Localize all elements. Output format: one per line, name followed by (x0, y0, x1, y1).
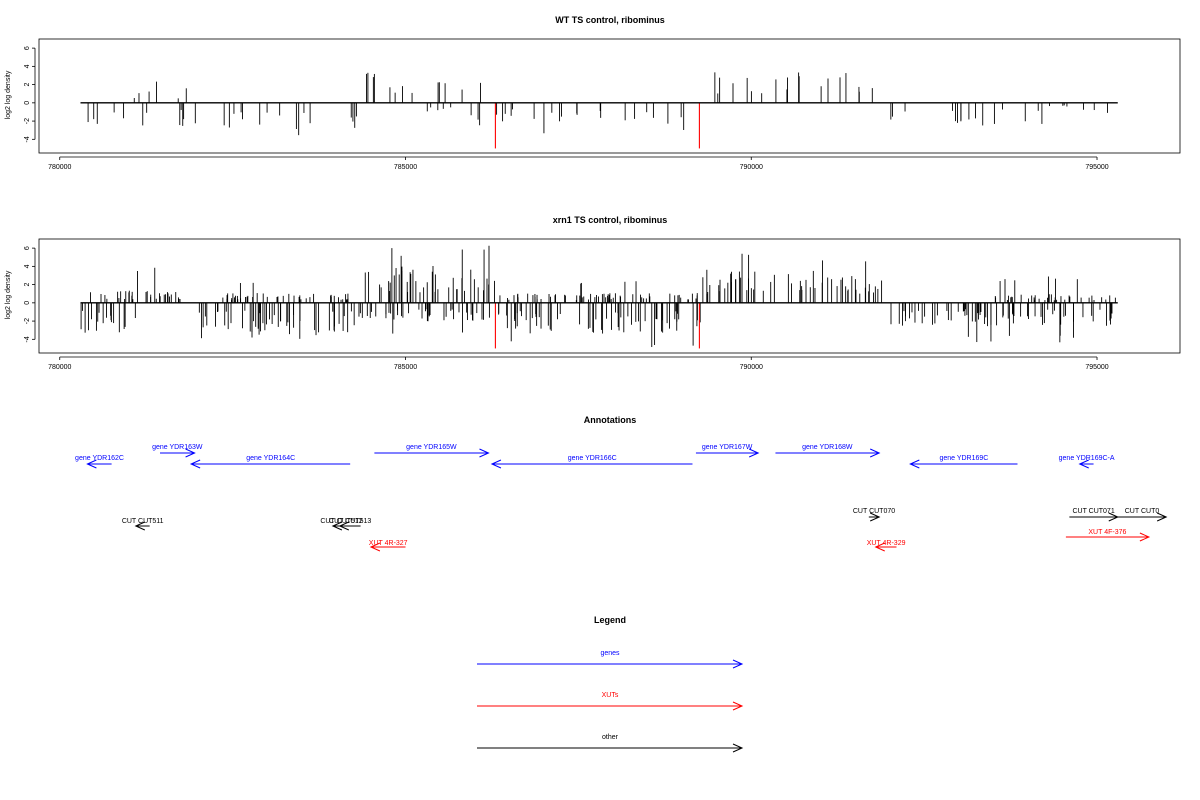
wt-y-axis: -4 -2 0 2 4 6 (24, 46, 36, 142)
xrn1-bars (80, 245, 1116, 348)
feature-label: gene YDR169C (939, 455, 988, 462)
xrn1-plot-frame (38, 238, 1181, 354)
feature-label: gene YDR167W (702, 444, 753, 451)
xrn1-y-axis: -4 -2 0 2 4 6 (24, 246, 36, 342)
feature-cut-cut513: CUT CUT513 (329, 518, 371, 531)
wt-bars (87, 72, 1108, 136)
feature-gene-ydr169c-a: gene YDR169C-A (1059, 455, 1115, 469)
legend-items: genes XUTs other (477, 650, 744, 753)
feature-cut-cut070: CUT CUT070 (853, 508, 895, 522)
xrn1-y-tick-label: 0 (24, 301, 31, 305)
xrn1-y-tick-label: 4 (24, 264, 31, 268)
feature-label: gene YDR168W (802, 444, 853, 451)
feature-gene-ydr168w: gene YDR168W (775, 444, 881, 458)
wt-y-axis-label: log2 log density (5, 70, 12, 119)
xrn1-y-tick-label: -2 (24, 318, 31, 324)
xrn1-signal-panel: xrn1 TS control, ribominus log2 log dens… (5, 215, 1181, 371)
feature-cut-cut0: CUT CUT0 (1117, 508, 1168, 522)
legend-title: Legend (594, 615, 626, 625)
feature-label: gene YDR163W (152, 444, 203, 451)
legend-item-label: other (602, 734, 619, 741)
annotations-title: Annotations (584, 415, 637, 425)
xrn1-panel-title: xrn1 TS control, ribominus (553, 215, 668, 225)
xrn1-x-tick-label: 780000 (48, 364, 71, 371)
xrn1-x-tick-label: 795000 (1085, 364, 1108, 371)
feature-gene-ydr167w: gene YDR167W (695, 444, 760, 458)
xrn1-x-tick-label: 790000 (740, 364, 763, 371)
feature-label: gene YDR162C (75, 455, 124, 462)
feature-gene-ydr162c: gene YDR162C (75, 455, 124, 469)
feature-gene-ydr165w: gene YDR165W (374, 444, 490, 458)
feature-label: XUT 4F-376 (1088, 529, 1126, 536)
wt-panel-title: WT TS control, ribominus (555, 15, 665, 25)
feature-label: CUT CUT513 (329, 518, 371, 525)
legend: Legend genes XUTs other (477, 615, 744, 753)
legend-item-other: other (477, 734, 744, 753)
feature-cut-cut071: CUT CUT071 (1069, 508, 1119, 522)
legend-item-label: genes (600, 650, 620, 657)
feature-arrows: gene YDR162C gene YDR163W gene YDR164C gene… (75, 444, 1168, 552)
feature-gene-ydr166c: gene YDR166C (490, 455, 693, 469)
wt-x-tick-label: 785000 (394, 164, 417, 171)
wt-x-axis: 780000 785000 790000 795000 (48, 156, 1109, 171)
feature-label: gene YDR166C (568, 455, 617, 462)
wt-signal-panel: WT TS control, ribominus log2 log densit… (5, 15, 1181, 171)
legend-item-xuts: XUTs (477, 692, 744, 711)
feature-xut-4r-327: XUT 4R-327 (369, 540, 408, 552)
wt-x-tick-label: 790000 (740, 164, 763, 171)
feature-gene-ydr169c: gene YDR169C (909, 455, 1018, 469)
feature-label: CUT CUT512 (320, 518, 362, 525)
feature-label: gene YDR169C-A (1059, 455, 1115, 462)
wt-y-tick-label: 6 (24, 46, 31, 50)
xrn1-x-axis: 780000 785000 790000 795000 (48, 356, 1109, 371)
xrn1-y-tick-label: 2 (24, 283, 31, 287)
feature-label: gene YDR165W (406, 444, 457, 451)
xrn1-highlight-bars (494, 302, 700, 349)
feature-label: gene YDR164C (246, 455, 295, 462)
feature-label: CUT CUT0 (1125, 508, 1160, 515)
feature-xut-4r-329: XUT 4R-329 (867, 540, 906, 552)
xrn1-y-axis-label: log2 log density (5, 270, 12, 319)
wt-highlight-bars (494, 102, 700, 149)
feature-gene-ydr163w: gene YDR163W (152, 444, 203, 458)
wt-y-tick-label: -2 (24, 118, 31, 124)
wt-y-tick-label: 0 (24, 101, 31, 105)
xrn1-x-tick-label: 785000 (394, 364, 417, 371)
feature-xut-4f-376: XUT 4F-376 (1065, 529, 1151, 542)
feature-cut-cut511: CUT CUT511 (122, 518, 164, 531)
wt-y-tick-label: 2 (24, 83, 31, 87)
wt-y-tick-label: -4 (24, 136, 31, 142)
feature-label: XUT 4R-329 (867, 540, 906, 547)
xrn1-y-tick-label: 6 (24, 246, 31, 250)
legend-item-genes: genes (477, 650, 744, 669)
wt-x-tick-label: 780000 (48, 164, 71, 171)
feature-label: CUT CUT071 (1072, 508, 1114, 515)
wt-y-tick-label: 4 (24, 64, 31, 68)
feature-label: XUT 4R-327 (369, 540, 408, 547)
xrn1-y-tick-label: -4 (24, 336, 31, 342)
wt-x-tick-label: 795000 (1085, 164, 1108, 171)
feature-label: CUT CUT511 (122, 518, 164, 525)
wt-plot-frame (38, 38, 1181, 154)
legend-item-label: XUTs (602, 692, 619, 699)
feature-gene-ydr164c: gene YDR164C (189, 455, 351, 469)
feature-label: CUT CUT070 (853, 508, 895, 515)
